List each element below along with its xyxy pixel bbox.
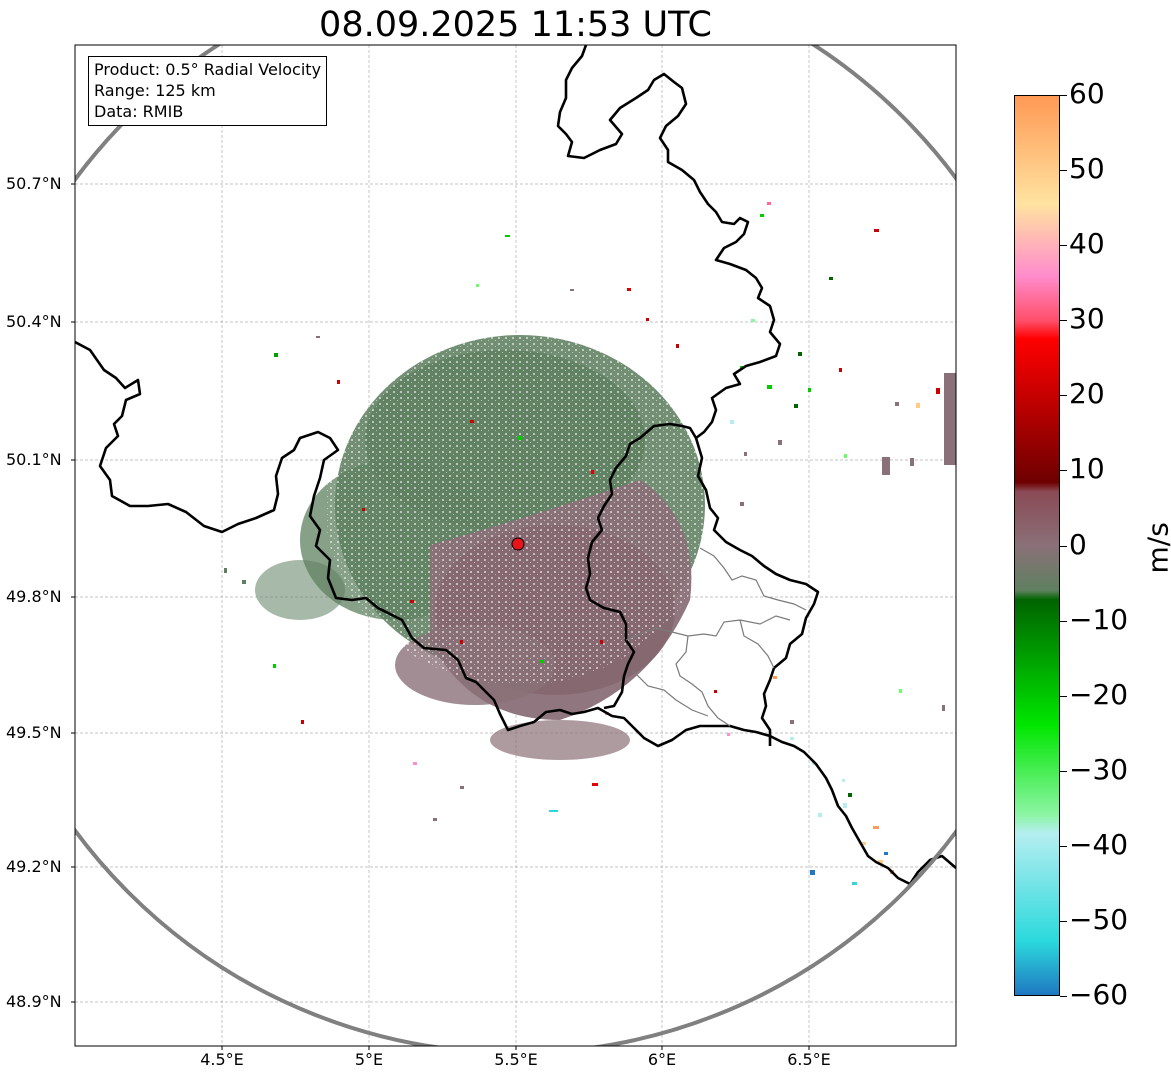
colorbar-tick-label: −60 bbox=[1069, 978, 1129, 1011]
colorbar-tick-label: 10 bbox=[1069, 452, 1105, 486]
lat-tick-label: 50.4°N bbox=[6, 312, 62, 331]
lon-tick-label: 6°E bbox=[647, 1050, 677, 1069]
colorbar-tick bbox=[1060, 920, 1067, 922]
lat-tick-label: 48.9°N bbox=[6, 992, 62, 1011]
border-lines bbox=[75, 45, 956, 886]
lat-tick-label: 50.1°N bbox=[6, 450, 62, 469]
colorbar-tick-label: 0 bbox=[1069, 527, 1087, 561]
velocity-pixels bbox=[224, 202, 945, 885]
colorbar-tick bbox=[1060, 695, 1067, 697]
lat-tick-label: 49.5°N bbox=[6, 723, 62, 742]
colorbar-tick-label: −50 bbox=[1069, 902, 1129, 936]
colorbar-tick-label: 20 bbox=[1069, 377, 1105, 411]
colorbar-tick-label: −40 bbox=[1069, 827, 1129, 861]
colorbar-tick-label: −10 bbox=[1069, 602, 1129, 636]
colorbar-tick bbox=[1060, 95, 1067, 96]
lon-tick-label: 5°E bbox=[354, 1050, 384, 1069]
colorbar-tick bbox=[1060, 395, 1067, 397]
map-title: 08.09.2025 11:53 UTC bbox=[319, 5, 712, 45]
colorbar-tick bbox=[1060, 170, 1067, 172]
radar-site-marker bbox=[511, 537, 525, 551]
range-label: Range: 125 km bbox=[94, 81, 216, 100]
lat-tick-label: 49.2°N bbox=[6, 857, 62, 876]
colorbar-tick-label: −30 bbox=[1069, 752, 1129, 786]
colorbar-tick-label: 30 bbox=[1069, 302, 1105, 336]
province-lines bbox=[625, 547, 807, 727]
product-info-box: Product: 0.5° Radial Velocity Range: 125… bbox=[88, 56, 328, 126]
lon-tick-label: 6.5°E bbox=[787, 1050, 831, 1069]
colorbar-tick bbox=[1060, 770, 1067, 772]
lat-tick-label: 50.7°N bbox=[6, 174, 62, 193]
lon-tick-label: 4.5°E bbox=[200, 1050, 244, 1069]
colorbar-tick-label: −20 bbox=[1069, 677, 1129, 711]
data-source-label: Data: RMIB bbox=[94, 102, 184, 121]
colorbar-tick bbox=[1060, 996, 1067, 997]
colorbar-tick bbox=[1060, 320, 1067, 322]
colorbar-tick bbox=[1060, 620, 1067, 622]
colorbar-tick-label: 50 bbox=[1069, 152, 1105, 186]
velocity-colorbar bbox=[1014, 95, 1060, 996]
axis-ticks bbox=[71, 183, 810, 1050]
colorbar-unit-label: m/s bbox=[1141, 522, 1171, 574]
colorbar-tick bbox=[1060, 845, 1067, 847]
product-label: Product: 0.5° Radial Velocity bbox=[94, 60, 322, 79]
colorbar-tick bbox=[1060, 470, 1067, 472]
lon-tick-label: 5.5°E bbox=[494, 1050, 538, 1069]
lat-tick-label: 49.8°N bbox=[6, 587, 62, 606]
colorbar-tick bbox=[1060, 245, 1067, 247]
colorbar-tick-label: 60 bbox=[1069, 77, 1105, 110]
colorbar-tick-label: 40 bbox=[1069, 227, 1105, 261]
radar-echo-field bbox=[255, 325, 956, 760]
colorbar-tick bbox=[1060, 545, 1067, 547]
